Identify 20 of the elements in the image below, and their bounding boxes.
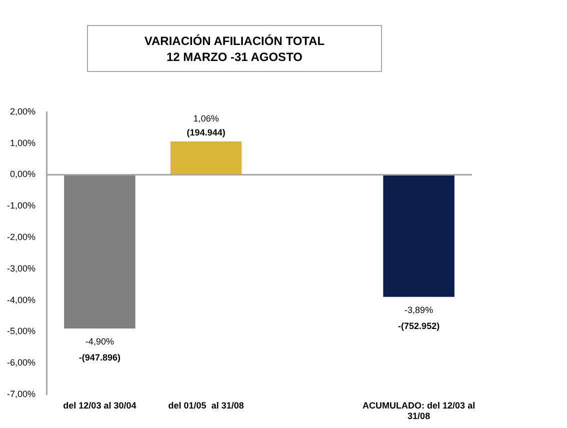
y-tick-label: -3,00% [6, 263, 36, 274]
data-label: -3,89% [404, 304, 434, 315]
annotation: -(752.952) [398, 320, 440, 331]
y-tick-label: -5,00% [6, 326, 36, 336]
data-label: -4,90% [85, 336, 114, 347]
x-tick-label: del 12/03 al 30/04 [63, 400, 136, 410]
y-tick-label: 1,00% [10, 138, 36, 148]
x-tick-label: ACUMULADO: del 12/03 al 31/08 [362, 400, 476, 422]
annotation: -(947.896) [78, 352, 120, 363]
y-tick-label: -2,00% [6, 232, 36, 242]
y-tick-label: 0,00% [10, 169, 36, 180]
chart-title: VARIACIÓN AFILIACIÓN TOTAL 12 MARZO -31 AGOSTO [87, 25, 382, 72]
y-tick-label: 2,00% [10, 106, 36, 116]
x-tick-label: del 01/05 al 31/08 [168, 400, 244, 410]
y-tick-label: -4,00% [6, 294, 36, 305]
data-label: 1,06% [193, 113, 219, 124]
y-tick-label: -7,00% [6, 388, 36, 399]
y-tick-label: -6,00% [6, 358, 36, 368]
y-tick-label: -1,00% [6, 200, 36, 211]
annotation: (194.944) [186, 127, 226, 138]
